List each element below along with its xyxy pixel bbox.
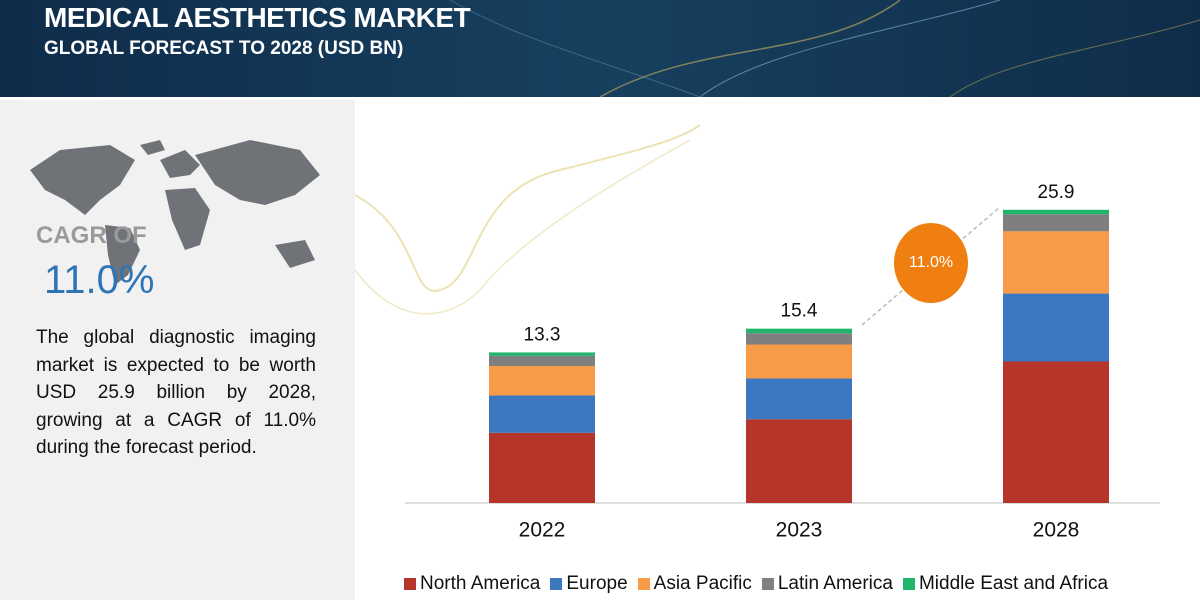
legend-item: North America [404,573,540,595]
legend-swatch [637,578,650,590]
cagr-heading: CAGR OF [36,222,147,249]
x-tick-label: 2022 [519,519,566,542]
x-tick-label: 2028 [1033,519,1080,542]
legend: North America Europe Asia Pacific Latin Ame… [404,573,1108,595]
bar-segment [489,355,595,367]
legend-item: Europe [550,573,628,595]
description: The global diagnostic imaging market is … [36,327,316,458]
bar-segment [746,419,852,503]
legend-swatch [902,578,915,590]
cagr-bubble [894,223,968,303]
header: MEDICAL AESTHETICS MARKET GLOBAL FORECAS… [0,0,1200,98]
legend-label: Europe [566,573,628,594]
bar-segment [1003,209,1109,215]
bar-segment [1003,293,1109,362]
title: MEDICAL AESTHETICS MARKET [44,2,471,33]
bar-segment [746,344,852,379]
total-label: 13.3 [524,324,561,345]
bar-segment [1003,231,1109,294]
bar-segment [746,378,852,420]
total-label: 15.4 [781,301,818,322]
legend-swatch [761,578,774,590]
cagr-bubble-label: 11.0% [909,254,953,271]
legend-label: Latin America [777,573,893,594]
x-tick-label: 2023 [776,519,823,542]
legend-label: Middle East and Africa [918,573,1109,594]
header-decoration [449,0,1200,98]
bar-segment [746,328,852,334]
legend-item: Middle East and Africa [902,573,1109,595]
bar-segment [489,395,595,433]
legend-item: Latin America [761,573,893,595]
legend-label: North America [420,573,541,594]
decoration-curve [354,139,691,315]
bar-segment [489,432,595,503]
legend-label: Asia Pacific [653,573,752,594]
total-label: 25.9 [1038,182,1075,203]
world-map [30,140,320,285]
growth-arrow [861,206,1001,326]
bar-segment [1003,361,1109,503]
cagr-value: 11.0% [44,258,155,302]
decoration-curve [354,124,701,292]
bar-segment [489,366,595,396]
bar-segment [489,352,595,356]
bar-segment [1003,214,1109,232]
legend-swatch [404,578,416,590]
legend-item: Asia Pacific [637,573,752,595]
bar-segment [746,333,852,345]
subtitle: GLOBAL FORECAST TO 2028 (USD BN) [44,38,404,59]
legend-swatch [550,578,563,590]
